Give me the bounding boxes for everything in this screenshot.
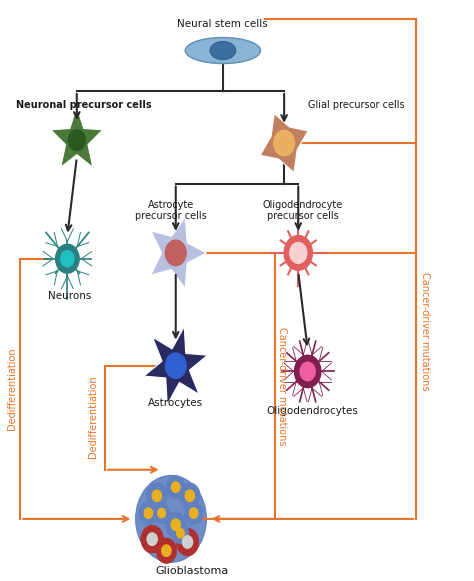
Circle shape	[141, 525, 164, 553]
Circle shape	[147, 533, 157, 546]
Text: Cancer-driver mutations: Cancer-driver mutations	[277, 327, 287, 445]
Text: Neurons: Neurons	[48, 290, 91, 300]
Circle shape	[290, 242, 307, 263]
Circle shape	[68, 130, 85, 150]
Ellipse shape	[185, 38, 261, 63]
Text: Dedifferentiation: Dedifferentiation	[88, 375, 98, 458]
Circle shape	[190, 508, 198, 518]
Circle shape	[176, 528, 199, 556]
Polygon shape	[260, 114, 308, 173]
Text: Astrocytes: Astrocytes	[148, 398, 203, 408]
Circle shape	[61, 250, 74, 267]
Circle shape	[182, 536, 192, 548]
Text: Glial precursor cells: Glial precursor cells	[308, 101, 404, 110]
Circle shape	[162, 545, 171, 557]
Circle shape	[185, 490, 194, 501]
Circle shape	[144, 508, 153, 518]
Circle shape	[172, 482, 180, 492]
Circle shape	[274, 130, 294, 156]
Text: Oligodendrocytes: Oligodendrocytes	[266, 406, 358, 416]
Circle shape	[165, 512, 186, 537]
Polygon shape	[51, 107, 103, 167]
Circle shape	[152, 490, 162, 501]
Circle shape	[158, 508, 165, 518]
Circle shape	[172, 523, 189, 544]
Circle shape	[171, 519, 181, 530]
Circle shape	[165, 240, 186, 266]
Polygon shape	[144, 327, 208, 405]
Circle shape	[284, 235, 312, 270]
Text: Astrocyte
precursor cells: Astrocyte precursor cells	[135, 199, 207, 221]
Circle shape	[136, 475, 206, 562]
Circle shape	[177, 529, 184, 538]
Text: Cancer-driver mutations: Cancer-driver mutations	[419, 272, 429, 390]
Circle shape	[294, 355, 321, 388]
Circle shape	[55, 244, 79, 273]
Circle shape	[146, 483, 167, 508]
Circle shape	[139, 501, 158, 525]
Circle shape	[165, 353, 186, 378]
Circle shape	[184, 501, 203, 525]
Ellipse shape	[210, 41, 236, 60]
Circle shape	[156, 538, 177, 564]
Polygon shape	[151, 217, 206, 289]
Text: Glioblastoma: Glioblastoma	[155, 566, 229, 576]
Circle shape	[153, 503, 170, 523]
Text: Neural stem cells: Neural stem cells	[177, 19, 268, 28]
Circle shape	[166, 475, 185, 498]
Text: Oligodendrocyte
precursor cells: Oligodendrocyte precursor cells	[263, 199, 343, 221]
Circle shape	[300, 362, 315, 381]
Circle shape	[180, 483, 200, 508]
Text: Dedifferentiation: Dedifferentiation	[7, 347, 17, 430]
Text: Neuronal precursor cells: Neuronal precursor cells	[16, 101, 151, 110]
